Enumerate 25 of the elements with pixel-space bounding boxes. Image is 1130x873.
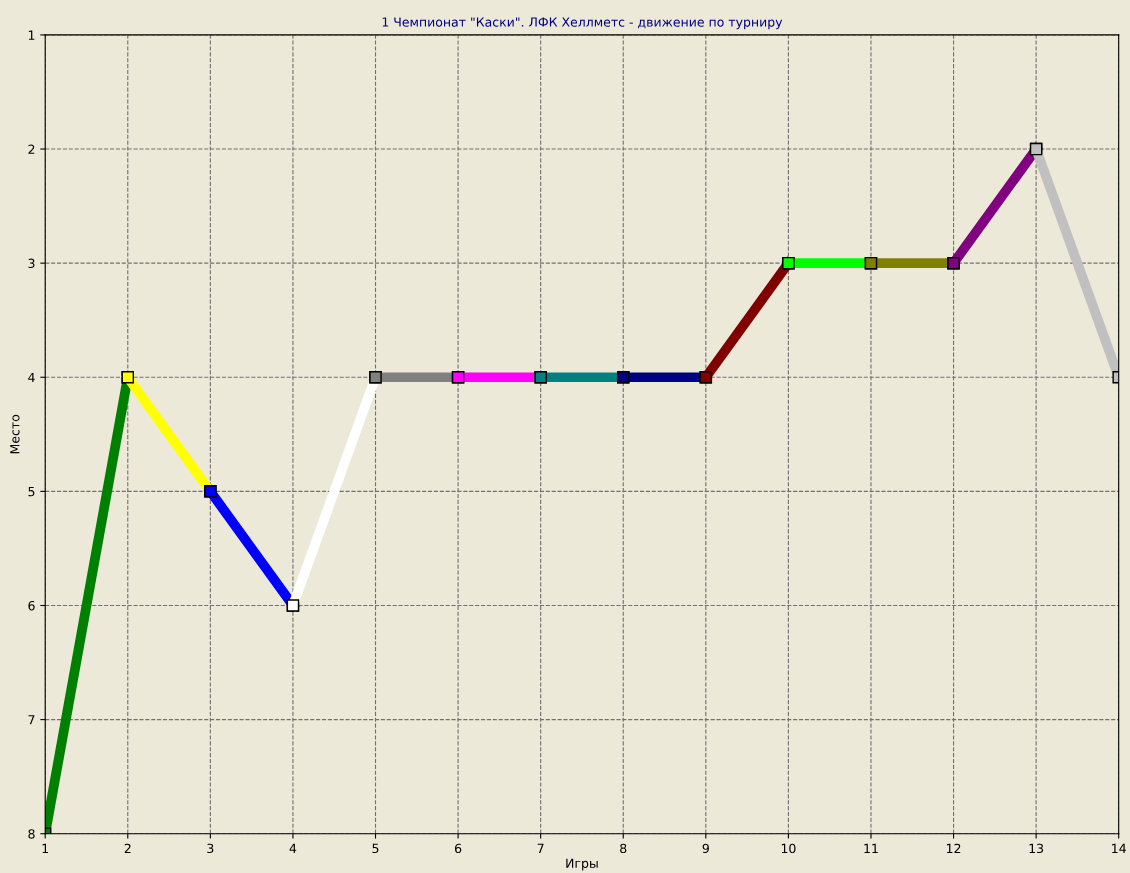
y-tick-label: 6 [28,600,35,611]
x-tick-label: 11 [864,843,878,853]
y-axis-title: Место [10,414,20,454]
x-tick-label: 7 [537,843,544,853]
y-tick-label: 5 [28,487,35,497]
y-tick-label: 8 [28,829,35,839]
chart-title: 1 Чемпионат "Каски". ЛФК Хеллметс - движение по турниру [382,17,783,30]
x-tick-label: 2 [124,843,131,853]
x-tick-label: 13 [1029,843,1044,854]
x-tick-label: 10 [781,843,796,854]
y-tick-label: 1 [28,30,35,40]
x-tick-label: 12 [946,843,961,853]
x-tick-label: 3 [207,843,214,854]
y-tick-label: 7 [28,715,35,725]
x-tick-label: 4 [289,843,297,853]
x-tick-label: 9 [702,843,709,854]
x-axis-title: Игры [566,858,598,871]
x-tick-label: 8 [620,843,627,854]
x-tick-label: 5 [372,843,379,854]
y-tick-label: 2 [28,144,35,154]
y-tick-label: 3 [28,258,35,269]
x-tick-label: 14 [1112,843,1126,853]
x-tick-label: 6 [454,843,462,854]
x-tick-label: 1 [42,843,49,853]
y-tick-label: 4 [28,372,35,383]
